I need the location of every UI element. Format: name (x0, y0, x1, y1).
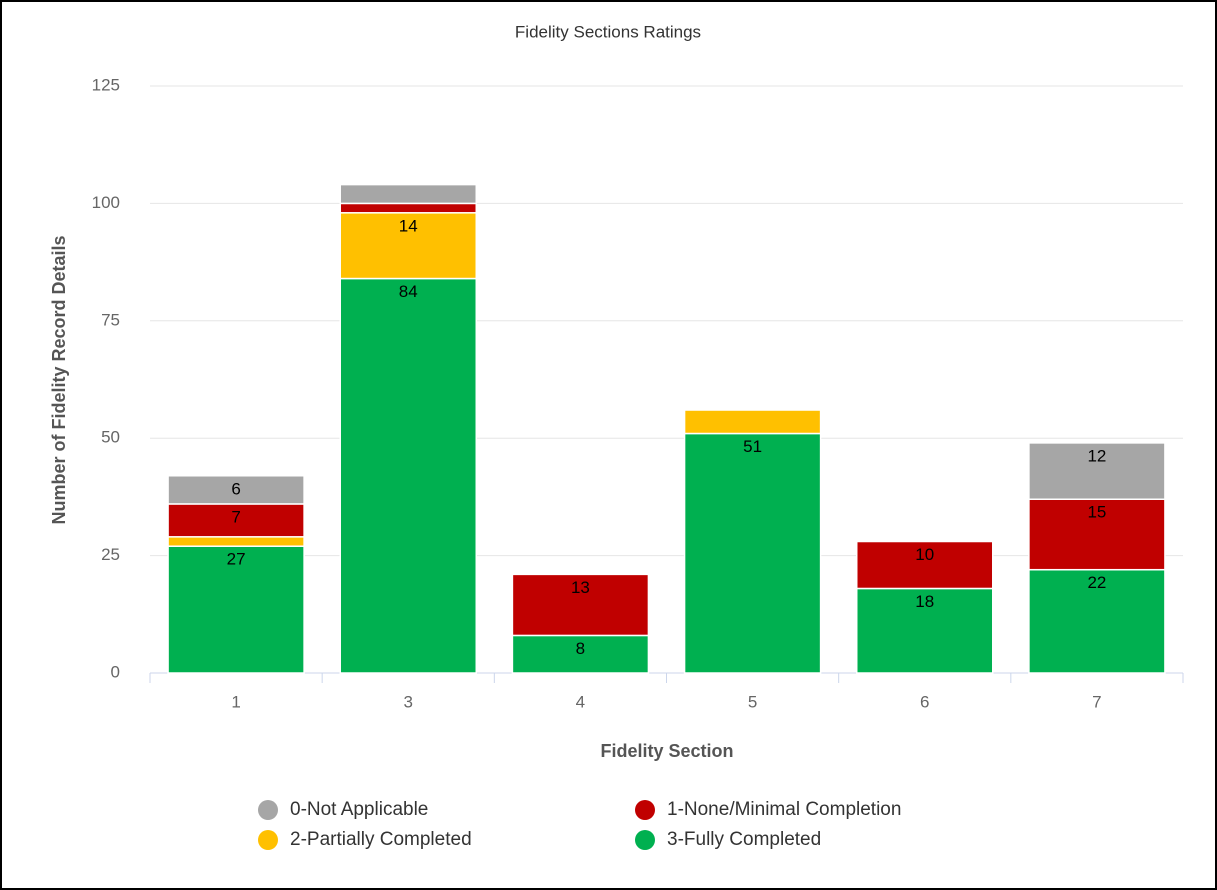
y-tick-label: 75 (101, 310, 120, 329)
x-tick-label: 4 (576, 692, 585, 711)
y-tick-label: 25 (101, 545, 120, 564)
x-tick-label: 6 (920, 692, 929, 711)
data-label: 27 (227, 550, 246, 569)
y-axis-title: Number of Fidelity Record Details (49, 235, 69, 524)
x-axis-title: Fidelity Section (600, 741, 733, 761)
data-label: 10 (915, 545, 934, 564)
bar-segment (511, 634, 650, 674)
bar-segment (339, 183, 478, 205)
legend-swatch (258, 800, 278, 820)
bar-segment (167, 536, 305, 547)
bar-segment (167, 545, 305, 674)
bar-segment (683, 409, 822, 435)
bar-segment (511, 573, 650, 637)
data-label: 12 (1087, 446, 1106, 465)
y-tick-label: 50 (101, 428, 120, 447)
legend-label: 2-Partially Completed (290, 829, 472, 850)
data-label: 84 (399, 282, 418, 301)
legend-swatch (635, 830, 655, 850)
data-label: 18 (915, 592, 934, 611)
bar-segment (1028, 568, 1166, 674)
data-label: 14 (399, 216, 418, 235)
bar-segment (339, 277, 478, 674)
x-tick-label: 5 (748, 692, 757, 711)
x-tick-label: 7 (1092, 692, 1101, 711)
data-label: 7 (231, 507, 240, 526)
data-label: 6 (231, 479, 240, 498)
bar-segment (339, 202, 478, 214)
bar-segment (167, 503, 305, 538)
data-label: 22 (1087, 573, 1106, 592)
bar-segment (683, 432, 822, 674)
data-label: 13 (571, 578, 590, 597)
legend-label: 0-Not Applicable (290, 799, 428, 820)
y-tick-label: 100 (92, 193, 120, 212)
legend-swatch (258, 830, 278, 850)
y-tick-label: 0 (111, 662, 120, 681)
data-label: 15 (1087, 503, 1106, 522)
y-tick-label: 125 (92, 75, 120, 94)
bar-segment (339, 212, 478, 280)
x-tick-label: 1 (231, 692, 240, 711)
bar-segment (855, 540, 994, 590)
legend-label: 1-None/Minimal Completion (667, 799, 901, 820)
bar-segment (167, 475, 305, 505)
bar-segment (855, 587, 994, 674)
data-label: 8 (576, 639, 585, 658)
legend-label: 3-Fully Completed (667, 829, 821, 850)
data-label: 51 (743, 437, 762, 456)
chart-title: Fidelity Sections Ratings (515, 22, 701, 41)
legend-swatch (635, 800, 655, 820)
bar-segment (1028, 442, 1166, 500)
x-tick-label: 3 (404, 692, 413, 711)
